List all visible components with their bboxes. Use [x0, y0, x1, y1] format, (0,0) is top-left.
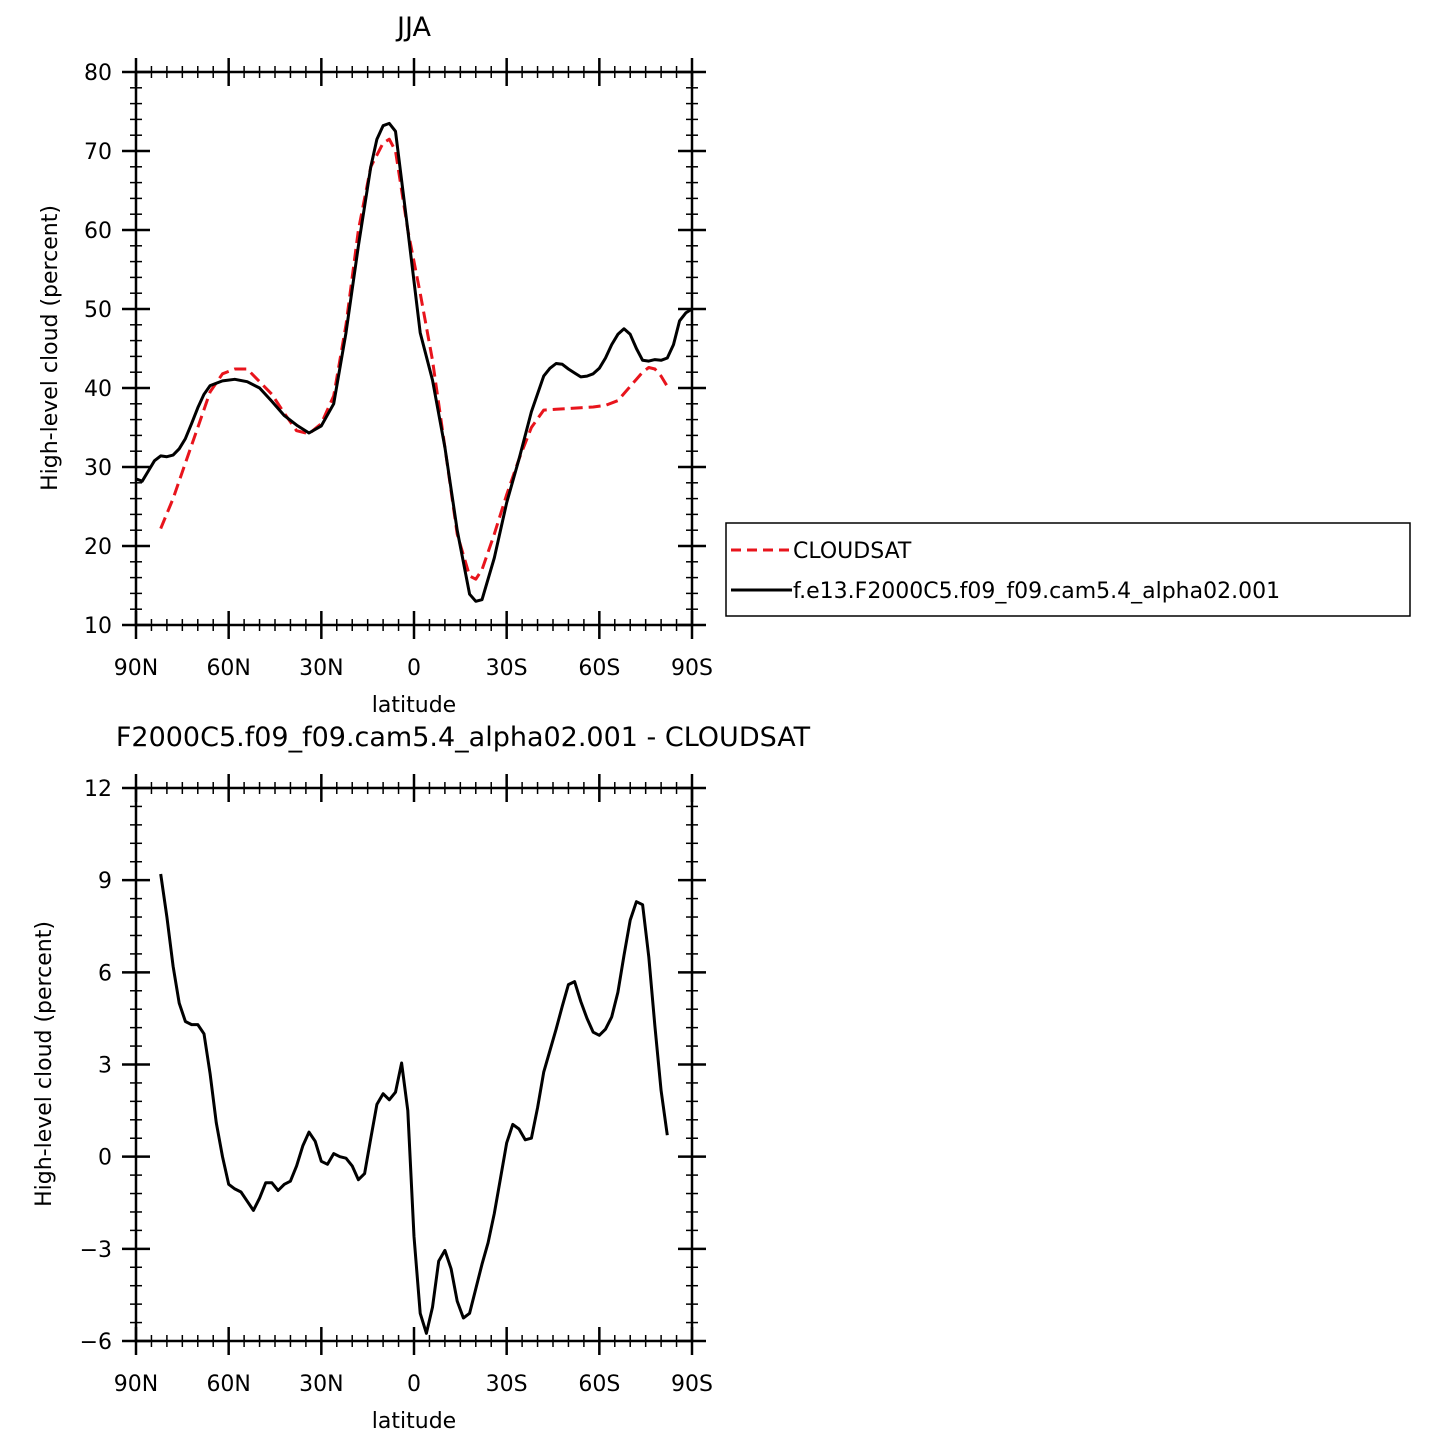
bottom-y-tick-label: −6 — [80, 1330, 112, 1355]
bottom-y-axis-label: High-level cloud (percent) — [32, 921, 57, 1207]
legend: CLOUDSAT f.e13.F2000C5.f09_f09.cam5.4_al… — [725, 522, 1411, 617]
top-plot-frame — [134, 70, 694, 627]
top-y-tick-label: 80 — [84, 61, 112, 86]
bottom-y-tick-label: −3 — [80, 1238, 112, 1263]
bottom-chart-title: F2000C5.f09_f09.cam5.4_alpha02.001 - CLO… — [116, 722, 811, 753]
bottom-x-tick-label: 30N — [299, 1372, 343, 1397]
top-x-tick-label: 30S — [486, 656, 528, 681]
bottom-y-tick-label: 12 — [84, 777, 112, 802]
top-y-tick-label: 10 — [84, 614, 112, 639]
top-y-tick-label: 40 — [84, 377, 112, 402]
bottom-x-tick-label: 60S — [578, 1372, 620, 1397]
bottom-panel: F2000C5.f09_f09.cam5.4_alpha02.001 - CLO… — [32, 722, 811, 1434]
bottom-plot-frame — [134, 786, 694, 1343]
top-y-axis-label: High-level cloud (percent) — [38, 205, 63, 491]
top-y-tick-label: 30 — [84, 456, 112, 481]
top-x-axis-label: latitude — [372, 693, 456, 718]
bottom-y-tick-label: 6 — [98, 961, 112, 986]
top-chart-title: JJA — [395, 12, 431, 43]
top-series-line-1 — [159, 137, 669, 581]
top-x-tick-label: 30N — [299, 656, 343, 681]
top-y-tick-label: 20 — [84, 535, 112, 560]
bottom-x-tick-label: 30S — [486, 1372, 528, 1397]
bottom-x-axis-label: latitude — [372, 1409, 456, 1434]
top-y-tick-label: 50 — [84, 298, 112, 323]
bottom-series-line-1 — [159, 873, 669, 1335]
top-plot-area: 10 20 30 40 50 60 70 80 90N 60N 30N 0 30S 60S 90S — [84, 58, 713, 681]
top-y-tick-label: 70 — [84, 140, 112, 165]
bottom-plot-area: −6 −3 0 3 6 9 12 90N 60N 30N 0 30S 60S 90S — [80, 774, 713, 1397]
top-x-tick-label: 90N — [114, 656, 158, 681]
bottom-x-tick-label: 60N — [206, 1372, 250, 1397]
legend-label-model: f.e13.F2000C5.f09_f09.cam5.4_alpha02.001 — [793, 579, 1280, 604]
bottom-x-tick-label: 0 — [407, 1372, 421, 1397]
top-x-tick-label: 90S — [671, 656, 713, 681]
top-x-tick-label: 60N — [206, 656, 250, 681]
top-y-tick-label: 60 — [84, 219, 112, 244]
bottom-x-tick-label: 90N — [114, 1372, 158, 1397]
bottom-y-tick-label: 0 — [98, 1146, 112, 1171]
legend-box — [725, 522, 1411, 617]
top-series-line-2 — [135, 121, 693, 603]
bottom-x-tick-label: 90S — [671, 1372, 713, 1397]
legend-label-cloudsat: CLOUDSAT — [793, 539, 912, 564]
top-x-tick-label: 0 — [407, 656, 421, 681]
bottom-y-tick-label: 3 — [98, 1054, 112, 1079]
bottom-y-tick-label: 9 — [98, 869, 112, 894]
top-x-tick-label: 60S — [578, 656, 620, 681]
